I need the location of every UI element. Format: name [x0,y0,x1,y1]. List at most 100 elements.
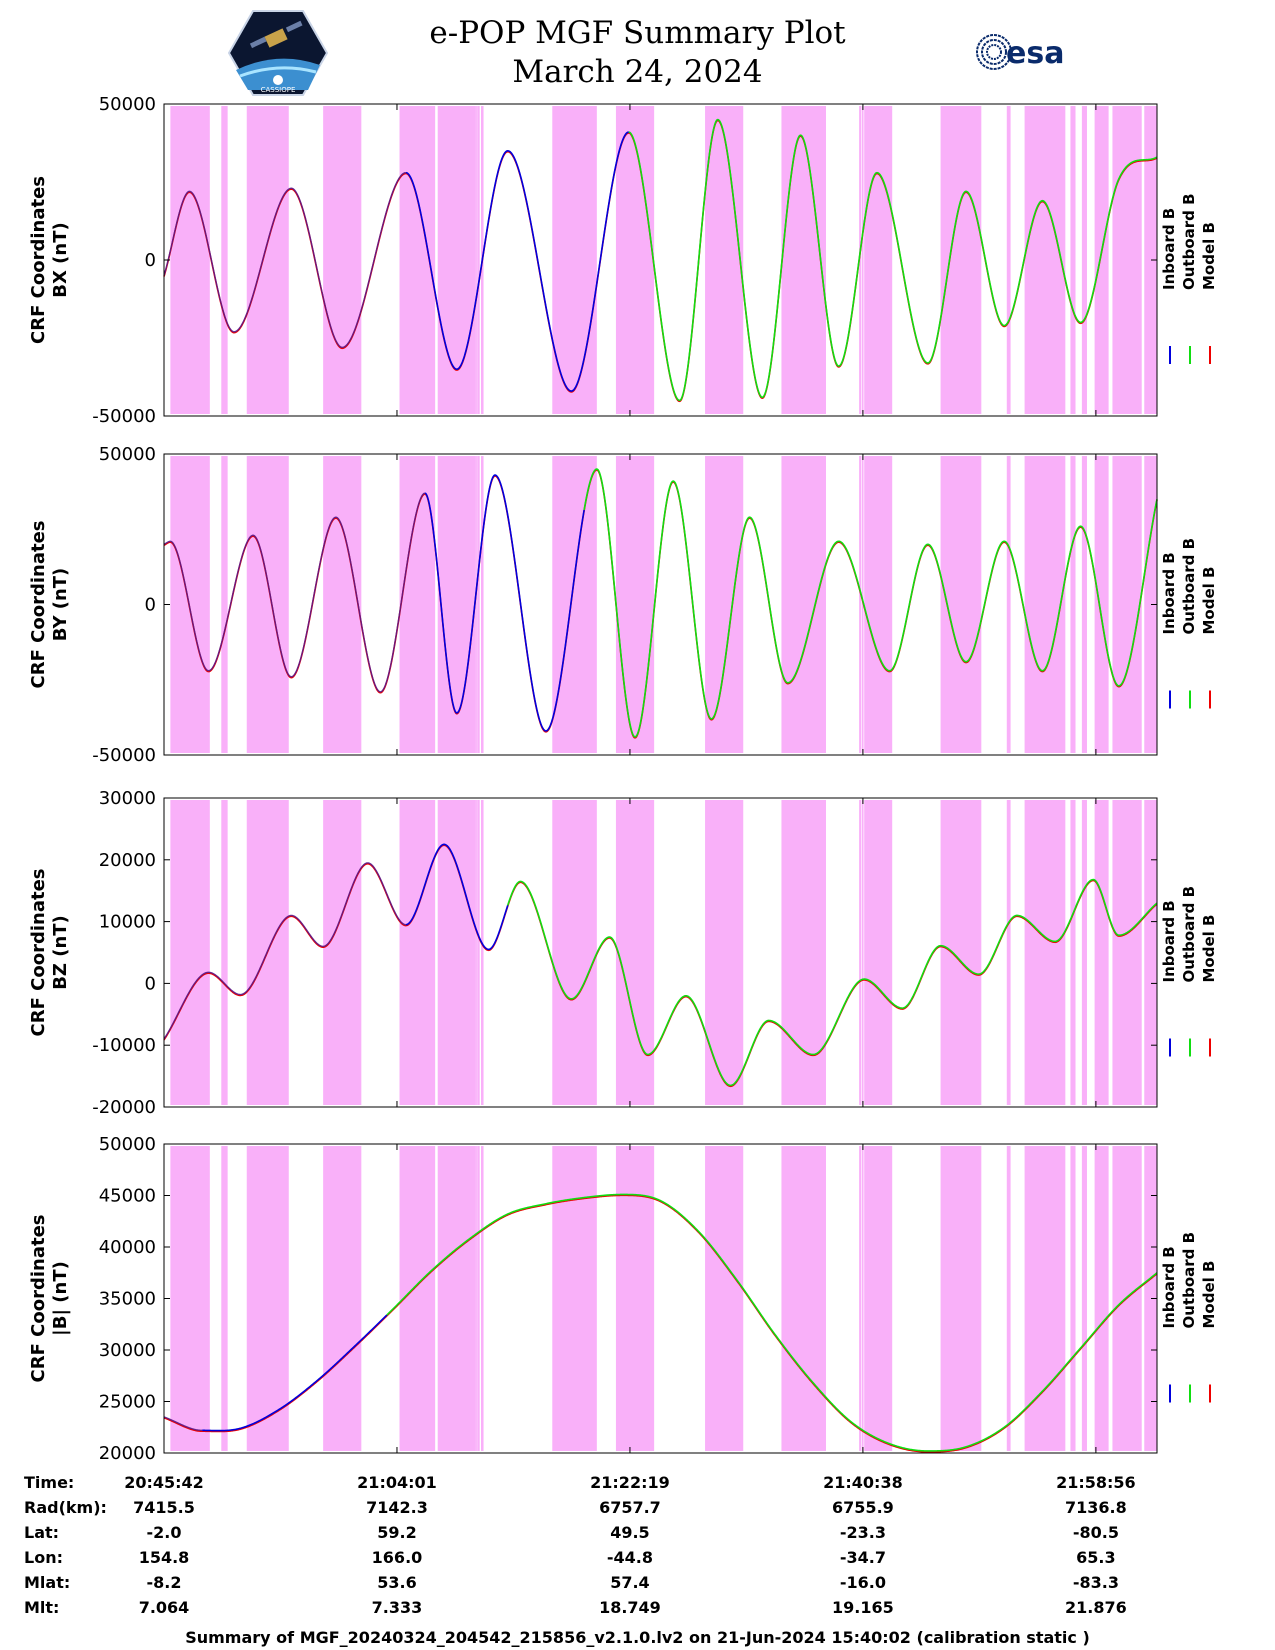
series-model-b-early [163,492,426,693]
y-tick-label: 20000 [99,850,156,871]
shade-interval [221,800,228,1105]
y-axis-label-line1: CRF Coordinates [28,1215,49,1383]
chart-panel-1: -50000 0 50000 CRF CoordinatesBX (nT) Inboar… [28,94,1218,427]
y-tick-label: 50000 [99,1134,156,1155]
y-tick-label: 35000 [99,1289,156,1310]
shade-interval [861,800,864,1105]
shade-interval [940,106,982,414]
shade-interval [1024,456,1066,753]
shade-interval [246,456,289,753]
y-tick-label: 45000 [99,1186,156,1207]
shade-interval [861,1146,864,1451]
y-tick-label: 10000 [99,912,156,933]
info-row-label: Lon: [24,1548,63,1567]
shade-interval [1070,456,1076,753]
info-value: 154.8 [138,1548,190,1567]
y-tick-label: 30000 [99,1340,156,1361]
legend-label: Model B [1200,915,1218,983]
info-value: -83.3 [1072,1573,1119,1592]
info-value: 7.333 [371,1598,423,1617]
shade-interval [477,800,480,1105]
shade-interval [477,456,480,753]
info-value: -80.5 [1072,1523,1119,1542]
legend-label: Outboard B [1180,886,1198,983]
info-value: 59.2 [377,1523,417,1542]
y-tick-label: -50000 [92,745,156,766]
y-tick-label: -50000 [92,406,156,427]
info-value: -8.2 [146,1573,182,1592]
legend-label: Outboard B [1180,538,1198,635]
series-outboard-b [628,118,1158,402]
info-value: -34.7 [839,1548,886,1567]
series-inboard-b [405,131,629,392]
shade-interval [1081,800,1087,1105]
info-value: -44.8 [606,1548,653,1567]
shade-interval [864,456,893,753]
shade-interval [1081,106,1087,414]
shade-interval [1144,1146,1157,1451]
series-inboard-b [424,474,585,732]
shade-interval [480,1146,484,1451]
series-outboard-b [386,1193,1158,1452]
shade-interval [170,800,210,1105]
shade-interval [437,800,476,1105]
shade-interval [221,1146,228,1451]
shade-interval [1094,106,1109,414]
info-value: 6755.9 [832,1498,894,1517]
shade-interval [552,800,597,1105]
info-value: 57.4 [610,1573,650,1592]
shade-interval [615,106,655,414]
y-tick-label: 50000 [99,94,156,115]
shade-interval [1070,800,1076,1105]
y-tick-label: -20000 [92,1097,156,1118]
shade-interval [1070,1146,1076,1451]
shade-interval [477,106,480,414]
y-tick-label: 50000 [99,444,156,465]
info-value: 7136.8 [1065,1498,1127,1517]
shade-interval [1144,456,1157,753]
legend-label: Outboard B [1180,1232,1198,1329]
shade-interval [861,456,864,753]
shade-interval [705,800,744,1105]
shade-interval [475,1146,477,1451]
info-value: 7.064 [138,1598,190,1617]
shade-interval [705,106,744,414]
series-model-b-early [163,171,406,349]
shade-interval [323,800,362,1105]
shade-interval [864,800,893,1105]
shade-interval [475,456,477,753]
shade-interval [323,106,362,414]
info-value: 18.749 [599,1598,661,1617]
info-row-label: Mlt: [24,1598,60,1617]
shade-interval [705,1146,744,1451]
shade-interval [1024,106,1066,414]
shade-interval [864,106,893,414]
info-value: -23.3 [839,1523,886,1542]
shade-interval [552,1146,597,1451]
shade-interval [1094,800,1109,1105]
legend-label: Outboard B [1180,193,1198,290]
svg-text:esa: esa [1006,36,1064,71]
shade-interval [1081,456,1087,753]
shade-interval [615,456,655,753]
series-outboard-b [583,468,1158,738]
shade-interval [940,800,982,1105]
y-tick-label: 0 [145,973,156,994]
info-value: 21:58:56 [1056,1473,1136,1492]
legend-label: Inboard B [1160,552,1178,634]
shade-interval [859,106,862,414]
shade-interval [859,800,862,1105]
shade-interval [1112,456,1142,753]
shade-interval [1144,800,1157,1105]
shade-interval [477,1146,480,1451]
y-tick-label: 25000 [99,1392,156,1413]
info-value: 166.0 [371,1548,423,1567]
shade-interval [246,106,289,414]
y-tick-label: 30000 [99,788,156,809]
y-axis-label-line2: BZ (nT) [50,915,71,990]
legend-label: Model B [1200,222,1218,290]
shade-interval [170,456,210,753]
info-value: -16.0 [839,1573,886,1592]
y-axis-label: CRF CoordinatesBY (nT) [28,521,71,689]
shade-interval [399,800,436,1105]
